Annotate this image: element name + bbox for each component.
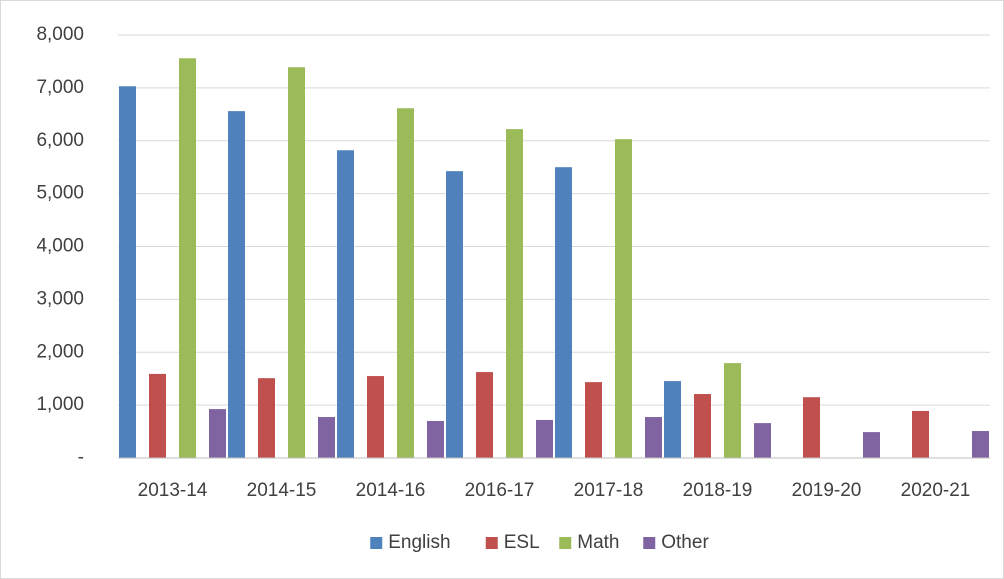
x-tick-label: 2016-17	[465, 480, 535, 501]
legend-label: Other	[661, 532, 709, 553]
y-tick-label: 7,000	[36, 77, 84, 98]
bar	[318, 417, 335, 458]
bar	[149, 373, 166, 458]
bar	[179, 58, 196, 458]
legend-label: ESL	[504, 532, 540, 553]
bar	[615, 139, 632, 458]
y-tick-label: 2,000	[36, 341, 84, 362]
bar	[863, 432, 880, 458]
legend-swatch	[370, 537, 383, 549]
bar	[258, 378, 275, 458]
bar	[536, 419, 553, 458]
bar	[427, 420, 444, 458]
bar	[972, 431, 989, 458]
x-tick-label: 2019-20	[792, 480, 862, 501]
y-tick-label: 8,000	[36, 24, 84, 45]
x-tick-label: 2014-15	[247, 480, 317, 501]
y-tick-label: 6,000	[36, 130, 84, 151]
legend-label: English	[388, 532, 450, 553]
bar	[555, 167, 572, 458]
y-tick-label: 4,000	[36, 236, 84, 257]
legend-swatch	[485, 537, 498, 549]
bar	[228, 111, 245, 458]
bar	[645, 417, 662, 458]
y-tick-label: 3,000	[36, 288, 84, 309]
bar	[754, 423, 771, 458]
x-tick-label: 2020-21	[901, 480, 971, 501]
x-tick-label: 2018-19	[683, 480, 753, 501]
x-tick-label: 2017-18	[574, 480, 644, 501]
y-tick-label: 5,000	[36, 183, 84, 204]
legend-swatch	[643, 537, 656, 549]
legend-label: Math	[577, 532, 619, 553]
y-tick-label: -	[78, 447, 84, 468]
bar	[664, 381, 681, 458]
bar	[397, 108, 414, 458]
bar	[337, 150, 354, 458]
x-tick-label: 2013-14	[138, 480, 208, 501]
bar	[209, 409, 226, 458]
bar	[367, 376, 384, 458]
legend-swatch	[559, 537, 572, 549]
bar	[446, 171, 463, 458]
y-tick-label: 1,000	[36, 394, 84, 415]
bar	[694, 394, 711, 458]
bar	[803, 397, 820, 458]
bar	[585, 382, 602, 458]
bar	[288, 67, 305, 458]
bar	[119, 86, 136, 458]
bar	[724, 363, 741, 458]
bar	[476, 372, 493, 458]
bar	[912, 410, 929, 458]
x-tick-label: 2014-16	[356, 480, 426, 501]
bar	[506, 129, 523, 458]
